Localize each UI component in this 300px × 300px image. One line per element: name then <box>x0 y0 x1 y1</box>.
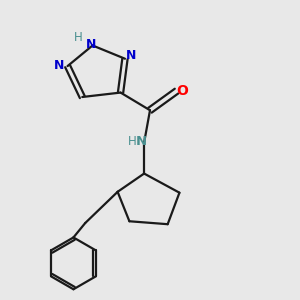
Text: N: N <box>136 135 147 148</box>
Text: O: O <box>176 83 188 98</box>
Text: N: N <box>126 49 136 62</box>
Text: N: N <box>53 59 64 72</box>
Text: H: H <box>128 135 137 148</box>
Text: H: H <box>74 31 82 44</box>
Text: N: N <box>86 38 96 51</box>
